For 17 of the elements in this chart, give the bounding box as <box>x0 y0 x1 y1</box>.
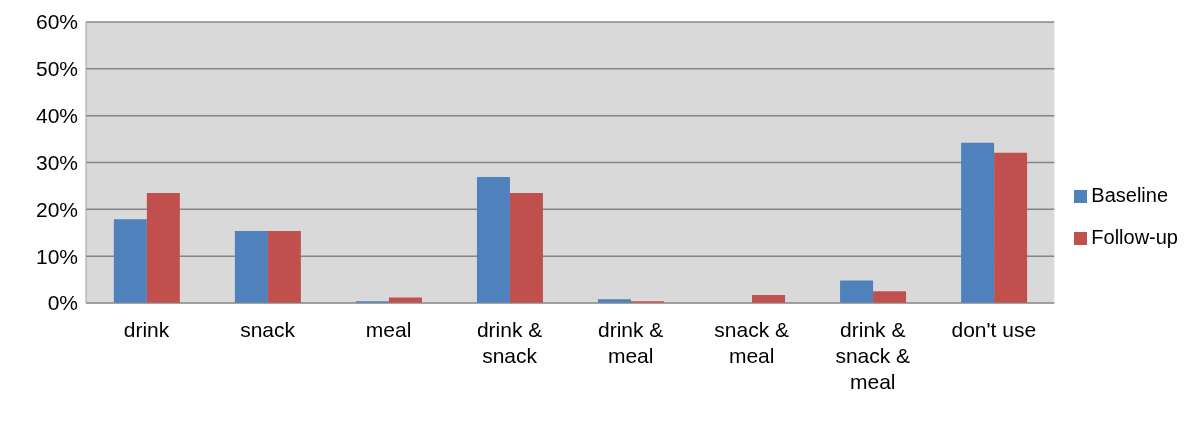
x-tick-label: drink <box>123 318 170 341</box>
y-tick-label: 50% <box>35 57 78 81</box>
x-tick-label: snack & meal <box>714 318 790 367</box>
legend-label: Follow-up <box>1091 225 1178 248</box>
y-tick-label: 60% <box>35 10 78 34</box>
y-tick-label: 40% <box>35 104 78 128</box>
legend-label: Baseline <box>1091 183 1169 206</box>
y-tick-label: 20% <box>35 197 78 221</box>
y-tick-label: 30% <box>35 150 78 174</box>
x-tick-label: meal <box>365 318 412 341</box>
x-tick-label: don't use <box>951 318 1037 341</box>
y-tick-label: 0% <box>47 291 78 315</box>
x-tick-label: snack <box>240 318 296 341</box>
y-tick-label: 10% <box>35 244 78 268</box>
x-tick-label: drink & meal <box>597 318 664 367</box>
x-tick-label: drink & snack <box>476 318 543 367</box>
x-tick-label: drink & snack & meal <box>835 318 911 393</box>
